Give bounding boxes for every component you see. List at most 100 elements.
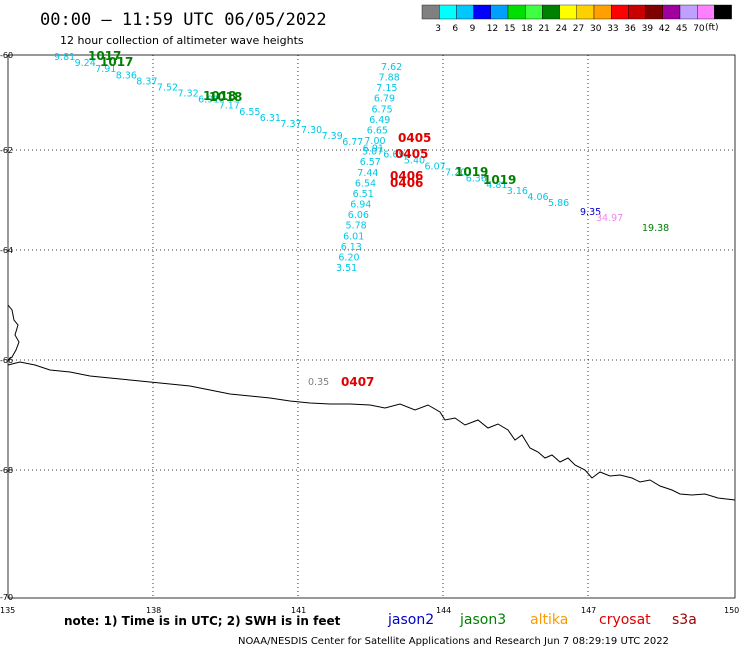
colorbar-swatch (628, 4, 646, 20)
lat-label-60: -60 (0, 51, 13, 60)
colorbar-label: 70 (693, 24, 705, 34)
swh-value: 6.07 (425, 162, 446, 173)
swh-value: 7.37 (280, 119, 301, 130)
colorbar-label: 9 (470, 24, 476, 34)
colorbar-label: 36 (624, 24, 636, 34)
time-label-7: 0405 (398, 131, 431, 145)
colorbar-swatch (679, 4, 698, 20)
colorbar-swatch (559, 4, 577, 20)
colorbar-swatch (473, 4, 492, 20)
colorbar-swatch (714, 4, 732, 20)
colorbar-label: 21 (538, 24, 549, 34)
time-label-5: 1019 (455, 165, 488, 179)
lat-label-66: -66 (0, 356, 13, 365)
swh-value: 5.40 (404, 155, 425, 166)
swh-value: 7.52 (157, 82, 178, 93)
lon-label-141: 141 (291, 606, 306, 615)
colorbar-label: 18 (521, 24, 533, 34)
swh-value: 7.44 (357, 168, 378, 179)
swh-extra-4: 0.35 (308, 377, 329, 388)
swh-value: 7.17 (219, 101, 240, 112)
swh-value: 5.86 (548, 198, 569, 209)
swh-value: 6.06 (348, 210, 369, 221)
time-label-4: 1018 (209, 90, 242, 104)
lon-label-135: 135 (0, 606, 15, 615)
colorbar-swatch (456, 4, 474, 20)
colorbar-label: 45 (676, 24, 687, 34)
graticule (8, 55, 735, 598)
map-subtitle: 12 hour collection of altimeter wave hei… (60, 34, 304, 47)
colorbar-label: 30 (590, 24, 602, 34)
swh-value: 3.16 (507, 186, 528, 197)
lon-label-150: 150 (724, 606, 739, 615)
colorbar-label: 42 (659, 24, 670, 34)
colorbar-swatch (439, 4, 457, 20)
swh-value: 7.62 (381, 62, 402, 73)
swh-value: 4.81 (486, 180, 507, 191)
swh-value: 9.24 (75, 58, 96, 69)
swh-value: 6.69 (383, 149, 404, 160)
swh-extra: 9.35 34.97 19.38 0.35 (308, 207, 669, 388)
map-frame (7, 54, 736, 599)
swh-value: 6.54 (355, 178, 376, 189)
swh-value: 6.20 (338, 252, 359, 263)
lat-label-64: -64 (0, 246, 13, 255)
sat-altika: altika (530, 612, 568, 628)
lon-label-138: 138 (146, 606, 161, 615)
swh-value: 7.00 (364, 136, 385, 147)
time-label-8: 0405 (395, 147, 428, 161)
swh-value: 6.77 (342, 137, 363, 148)
time-label-1: 1017 (88, 49, 121, 63)
swh-value: 6.51 (353, 189, 374, 200)
sat-cryosat: cryosat (599, 612, 651, 628)
swh-value: 6.79 (374, 94, 395, 105)
swh-value: 7.30 (301, 125, 322, 136)
swh-value: 7.39 (322, 131, 343, 142)
swh-colorbar: 3 6 9 12 15 18 21 24 27 30 33 36 39 42 45 70 (421, 4, 732, 34)
time-label-9: 0406 (390, 169, 423, 183)
lon-labels: 135 138 141 144 147 150 (0, 606, 739, 615)
footer-credit: NOAA/NESDIS Center for Satellite Applica… (238, 636, 669, 647)
swh-value: 8.36 (116, 70, 137, 81)
swh-value: 5.78 (346, 221, 367, 232)
swh-value: 6.36 (466, 174, 487, 185)
colorbar-label: 3 (435, 24, 441, 34)
lat-label-70: -70 (0, 593, 13, 602)
map-title: 00:00 – 11:59 UTC 06/05/2022 (40, 10, 327, 30)
swh-value: 9.81 (54, 52, 75, 63)
swh-value: 7.91 (95, 64, 116, 75)
colorbar-swatch (662, 4, 681, 20)
colorbar-label: 12 (487, 24, 498, 34)
colorbar-label: 6 (452, 24, 458, 34)
sat-jason2: jason2 (387, 612, 434, 628)
swh-value: 3.51 (336, 263, 357, 274)
pass-times: 1017 1017 1018 1018 1019 1019 0405 0405 … (88, 49, 516, 389)
colorbar-swatch (576, 4, 595, 20)
colorbar-swatch (611, 4, 629, 20)
swh-value: 6.01 (343, 231, 364, 242)
colorbar-unit: (ft) (705, 23, 719, 33)
colorbar-swatch (525, 4, 543, 20)
swh-track-1: 9.819.247.918.368.377.527.326.917.176.55… (54, 52, 569, 209)
swh-value: 6.94 (350, 200, 371, 211)
sat-s3a: s3a (672, 612, 697, 628)
lon-label-147: 147 (581, 606, 596, 615)
time-label-10: 0406 (390, 176, 423, 190)
swh-extra-2: 34.97 (596, 213, 623, 224)
swh-value: 6.65 (367, 126, 388, 137)
swh-value: 6.91 (363, 143, 384, 154)
swh-value: 8.37 (136, 76, 157, 87)
antarctic-coastline (7, 304, 736, 501)
swh-value: 6.55 (239, 107, 260, 118)
swh-value: 6.57 (360, 157, 381, 168)
swh-track-2: 7.627.887.156.796.756.496.657.005.076.57… (336, 62, 402, 274)
swh-value: 6.49 (369, 115, 390, 126)
colorbar-swatch (421, 4, 440, 20)
colorbar-label: 27 (573, 24, 584, 34)
swh-extra-1: 9.35 (580, 207, 601, 218)
colorbar-label: 39 (642, 24, 654, 34)
swh-value: 6.91 (198, 95, 219, 106)
time-label-6: 1019 (483, 173, 516, 187)
lat-label-68: -68 (0, 466, 13, 475)
